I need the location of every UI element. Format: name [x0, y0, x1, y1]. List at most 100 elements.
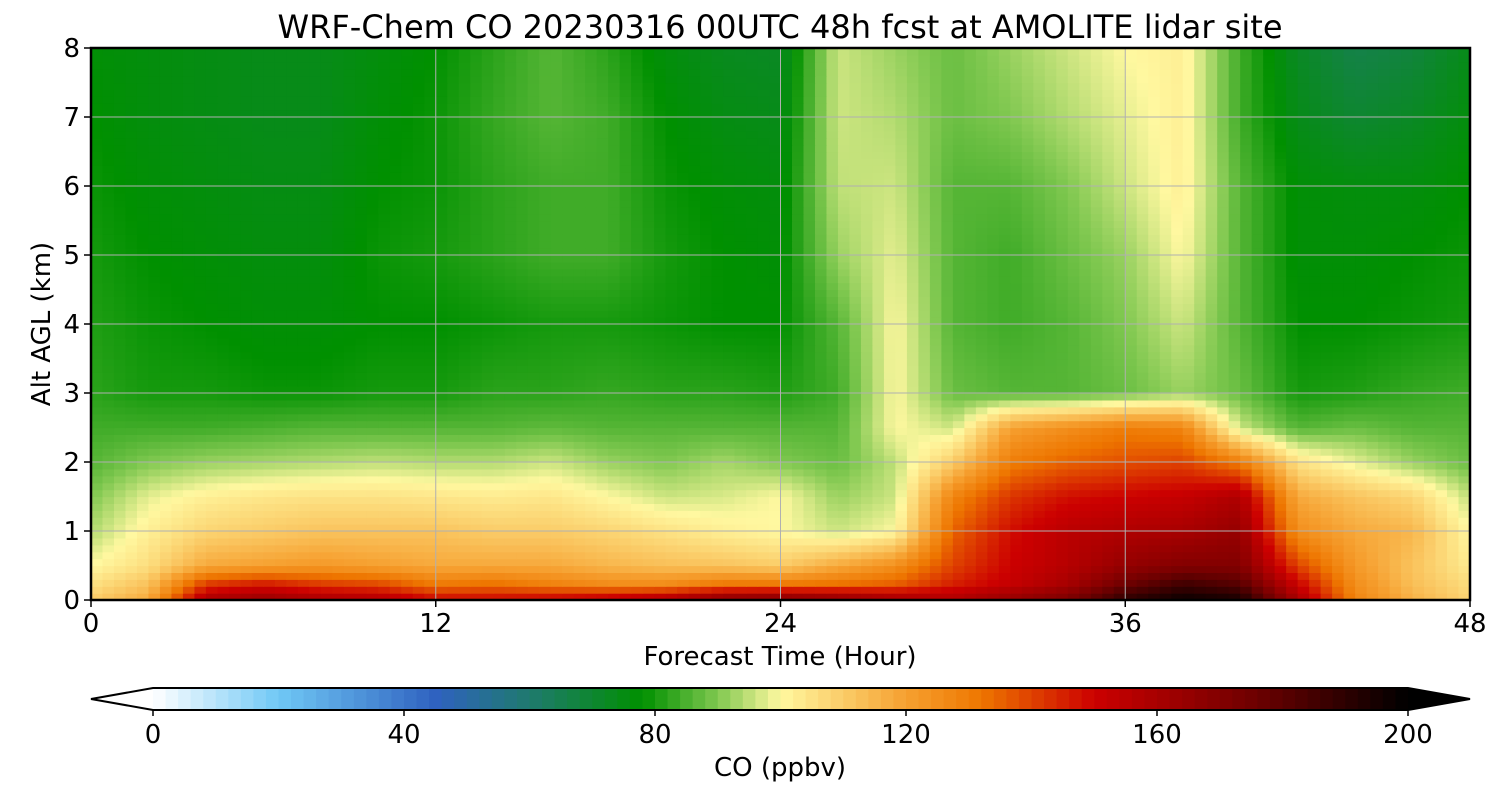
heatmap-cell — [619, 531, 632, 539]
heatmap-cell — [148, 310, 161, 318]
heatmap-cell — [906, 510, 919, 518]
heatmap-cell — [906, 558, 919, 567]
heatmap-cell — [1332, 379, 1345, 387]
heatmap-cell — [1010, 372, 1023, 380]
heatmap-cell — [378, 462, 391, 470]
heatmap-cell — [113, 551, 127, 560]
heatmap-cell — [1067, 544, 1080, 553]
heatmap-cell — [585, 310, 598, 318]
heatmap-cell — [366, 496, 379, 504]
heatmap-cell — [516, 413, 529, 422]
heatmap-cell — [700, 482, 713, 491]
heatmap-cell — [585, 531, 598, 539]
heatmap-cell — [998, 572, 1011, 580]
heatmap-cell — [205, 337, 219, 346]
heatmap-cell — [1205, 337, 1218, 346]
heatmap-cell — [366, 448, 379, 456]
heatmap-cell — [1217, 482, 1230, 491]
heatmap-cell — [1389, 351, 1402, 360]
heatmap-cell — [906, 317, 919, 325]
heatmap-cell — [1148, 427, 1161, 435]
heatmap-cell — [1033, 475, 1046, 484]
heatmap-cell — [585, 503, 598, 511]
heatmap-cell — [665, 586, 678, 594]
heatmap-cell — [1263, 551, 1276, 560]
heatmap-cell — [1355, 427, 1368, 435]
heatmap-cell — [883, 351, 897, 360]
heatmap-cell — [493, 524, 506, 532]
heatmap-cell — [240, 468, 253, 477]
heatmap-cell — [895, 317, 908, 325]
heatmap-cell — [987, 427, 1000, 435]
heatmap-cell — [1458, 579, 1470, 587]
heatmap-cell — [1113, 551, 1126, 560]
heatmap-cell — [952, 413, 965, 422]
heatmap-cell — [1102, 517, 1115, 525]
heatmap-cell — [125, 406, 138, 415]
heatmap-cell — [791, 572, 805, 580]
heatmap-cell — [929, 579, 942, 587]
heatmap-cell — [998, 551, 1011, 560]
heatmap-cell — [1090, 406, 1103, 415]
heatmap-cell — [883, 310, 897, 318]
heatmap-cell — [1056, 496, 1069, 504]
heatmap-cell — [343, 413, 356, 422]
heatmap-cell — [883, 468, 897, 477]
heatmap-cell — [504, 510, 517, 518]
heatmap-cell — [596, 441, 609, 449]
heatmap-cell — [585, 565, 598, 573]
heatmap-cell — [1159, 434, 1172, 442]
heatmap-cell — [964, 324, 977, 332]
heatmap-cell — [1125, 324, 1138, 332]
heatmap-cell — [1217, 593, 1230, 600]
heatmap-cell — [366, 413, 379, 422]
heatmap-cell — [1159, 330, 1172, 339]
heatmap-cell — [1458, 468, 1470, 477]
heatmap-cell — [1401, 558, 1414, 567]
heatmap-cell — [493, 565, 506, 573]
heatmap-cell — [1079, 489, 1092, 498]
heatmap-cell — [539, 475, 552, 484]
heatmap-cell — [906, 551, 919, 560]
heatmap-cell — [1171, 427, 1184, 435]
heatmap-cell — [1056, 558, 1069, 567]
heatmap-cell — [723, 551, 736, 560]
heatmap-cell — [929, 372, 942, 380]
heatmap-cell — [470, 399, 483, 408]
heatmap-cell — [309, 496, 322, 504]
heatmap-cell — [447, 517, 460, 525]
heatmap-cell — [1217, 524, 1230, 532]
heatmap-cell — [527, 337, 540, 346]
heatmap-cell — [401, 537, 414, 546]
heatmap-cell — [1309, 558, 1322, 567]
heatmap-cell — [527, 324, 540, 332]
heatmap-cell — [849, 310, 862, 318]
heatmap-cell — [1159, 496, 1172, 504]
heatmap-cell — [1205, 330, 1218, 339]
heatmap-cell — [297, 496, 310, 504]
heatmap-cell — [791, 579, 805, 587]
heatmap-cell — [516, 365, 529, 373]
heatmap-cell — [1090, 510, 1103, 518]
heatmap-cell — [1171, 593, 1184, 600]
heatmap-cell — [539, 317, 552, 325]
heatmap-cell — [1194, 468, 1207, 477]
heatmap-cell — [504, 531, 517, 539]
heatmap-cell — [516, 551, 529, 560]
heatmap-cell — [1343, 358, 1356, 366]
heatmap-cell — [677, 317, 690, 325]
heatmap-cell — [1113, 399, 1126, 408]
heatmap-cell — [355, 551, 368, 560]
heatmap-cell — [1125, 330, 1138, 339]
heatmap-cell — [573, 475, 586, 484]
heatmap-cell — [1240, 524, 1253, 532]
heatmap-cell — [136, 420, 150, 429]
heatmap-cell — [171, 386, 184, 394]
heatmap-cell — [1343, 482, 1356, 491]
heatmap-cell — [389, 324, 402, 332]
heatmap-cell — [1182, 351, 1195, 360]
heatmap-cell — [619, 317, 632, 325]
heatmap-cell — [654, 462, 667, 470]
heatmap-cell — [929, 586, 942, 594]
heatmap-cell — [113, 475, 127, 484]
